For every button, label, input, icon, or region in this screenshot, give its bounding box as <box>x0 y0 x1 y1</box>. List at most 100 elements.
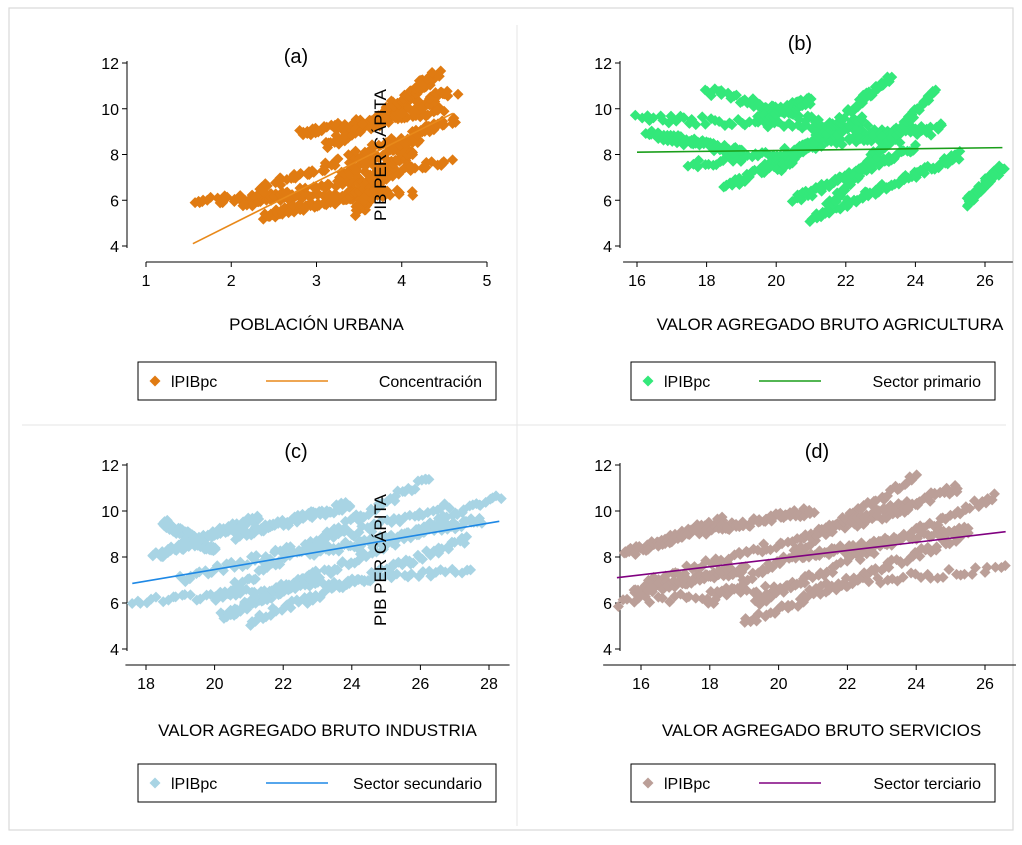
scatter-point <box>951 486 963 498</box>
scatter-point <box>805 93 817 105</box>
legend-label-line: Sector secundario <box>353 776 482 793</box>
x-tick-label: 4 <box>397 273 406 290</box>
x-tick-label: 18 <box>701 676 719 693</box>
y-tick-label: 4 <box>110 642 119 659</box>
scatter-point <box>366 139 378 151</box>
scatter-point <box>821 566 833 578</box>
scatter-point <box>730 89 742 101</box>
scatter-point <box>925 572 937 584</box>
scatter-point <box>330 130 342 142</box>
scatter-point <box>441 85 453 97</box>
x-axis-label: VALOR AGREGADO BRUTO SERVICIOS <box>662 721 981 740</box>
scatter-point <box>911 469 923 481</box>
scatter-point <box>344 500 356 512</box>
y-tick-label: 12 <box>101 458 119 475</box>
x-tick-label: 20 <box>206 676 224 693</box>
scatter-point <box>964 502 976 514</box>
scatter-point <box>808 507 820 519</box>
legend-label-scatter: lPIBpc <box>171 776 217 793</box>
scatter-point <box>931 541 943 553</box>
y-tick-label: 6 <box>110 193 119 210</box>
y-tick-label: 12 <box>594 56 612 73</box>
y-tick-label: 12 <box>101 56 119 73</box>
panel-c: 4 6 8 10 12 18 20 22 24 26 28 (c) VALOR AGREGADO BRU… <box>101 441 510 803</box>
y-tick-label: 4 <box>603 642 612 659</box>
y-axis-label: PIB PER CÁPITA <box>371 493 390 626</box>
scatter-point <box>924 121 936 133</box>
scatter-point <box>720 582 732 594</box>
scatter-point <box>332 153 344 165</box>
scatter-point <box>937 571 949 583</box>
legend-label-scatter: lPIBpc <box>664 374 710 391</box>
scatter-point <box>930 84 942 96</box>
legend-marker <box>149 375 161 387</box>
y-tick-label: 10 <box>101 102 119 119</box>
scatter-point <box>294 168 306 180</box>
legend-marker <box>642 777 654 789</box>
y-tick-label: 8 <box>603 148 612 165</box>
scatter-point <box>248 586 260 598</box>
legend-label-scatter: lPIBpc <box>664 776 710 793</box>
scatter-point <box>448 112 460 124</box>
scatter-point <box>989 561 1001 573</box>
x-tick-label: 16 <box>632 676 650 693</box>
x-tick-label: 24 <box>907 676 925 693</box>
scatter-point <box>740 561 752 573</box>
scatter-series <box>189 65 464 225</box>
scatter-point <box>363 509 375 521</box>
scatter-point <box>331 564 343 576</box>
scatter-point <box>339 130 351 142</box>
scatter-point <box>209 543 221 555</box>
x-tick-label: 24 <box>907 273 925 290</box>
scatter-point <box>261 180 273 192</box>
legend: lPIBpc Sector terciario <box>630 763 996 803</box>
scatter-point <box>690 592 702 604</box>
x-tick-label: 5 <box>483 273 492 290</box>
scatter-point <box>318 121 330 133</box>
scatter-point <box>914 550 926 562</box>
y-tick-label: 10 <box>594 504 612 521</box>
scatter-point <box>416 553 428 565</box>
scatter-point <box>726 119 738 131</box>
scatter-point <box>423 473 435 485</box>
x-tick-label: 18 <box>698 273 716 290</box>
scatter-point <box>299 511 311 523</box>
scatter-point <box>690 119 702 131</box>
y-tick-label: 6 <box>603 193 612 210</box>
scatter-point <box>816 185 828 197</box>
scatter-point <box>350 145 362 157</box>
x-tick-label: 28 <box>480 676 498 693</box>
x-tick-label: 16 <box>628 273 646 290</box>
scatter-point <box>327 191 339 203</box>
legend-marker <box>642 375 654 387</box>
panel-title: (c) <box>284 441 307 463</box>
scatter-point <box>998 163 1010 175</box>
scatter-point <box>953 153 965 165</box>
scatter-point <box>699 118 711 130</box>
scatter-point <box>743 116 755 128</box>
scatter-series <box>612 469 1011 628</box>
scatter-point <box>338 522 350 534</box>
scatter-point <box>931 121 943 133</box>
legend: lPIBpc Sector primario <box>630 361 996 401</box>
scatter-point <box>250 550 262 562</box>
scatter-point <box>407 189 419 201</box>
legend-label-line: Concentración <box>379 374 482 391</box>
scatter-point <box>981 561 993 573</box>
scatter-point <box>461 531 473 543</box>
scatter-point <box>856 114 868 126</box>
scatter-point <box>275 179 287 191</box>
scatter-point <box>435 65 447 77</box>
x-tick-label: 26 <box>976 676 994 693</box>
scatter-point <box>909 139 921 151</box>
panel-title: (d) <box>805 441 829 463</box>
scatter-point <box>449 566 461 578</box>
scatter-series <box>629 71 1010 228</box>
scatter-point <box>854 170 866 182</box>
fit-line <box>192 112 454 245</box>
scatter-point <box>894 137 906 149</box>
scatter-point <box>678 112 690 124</box>
x-tick-label: 22 <box>274 676 292 693</box>
